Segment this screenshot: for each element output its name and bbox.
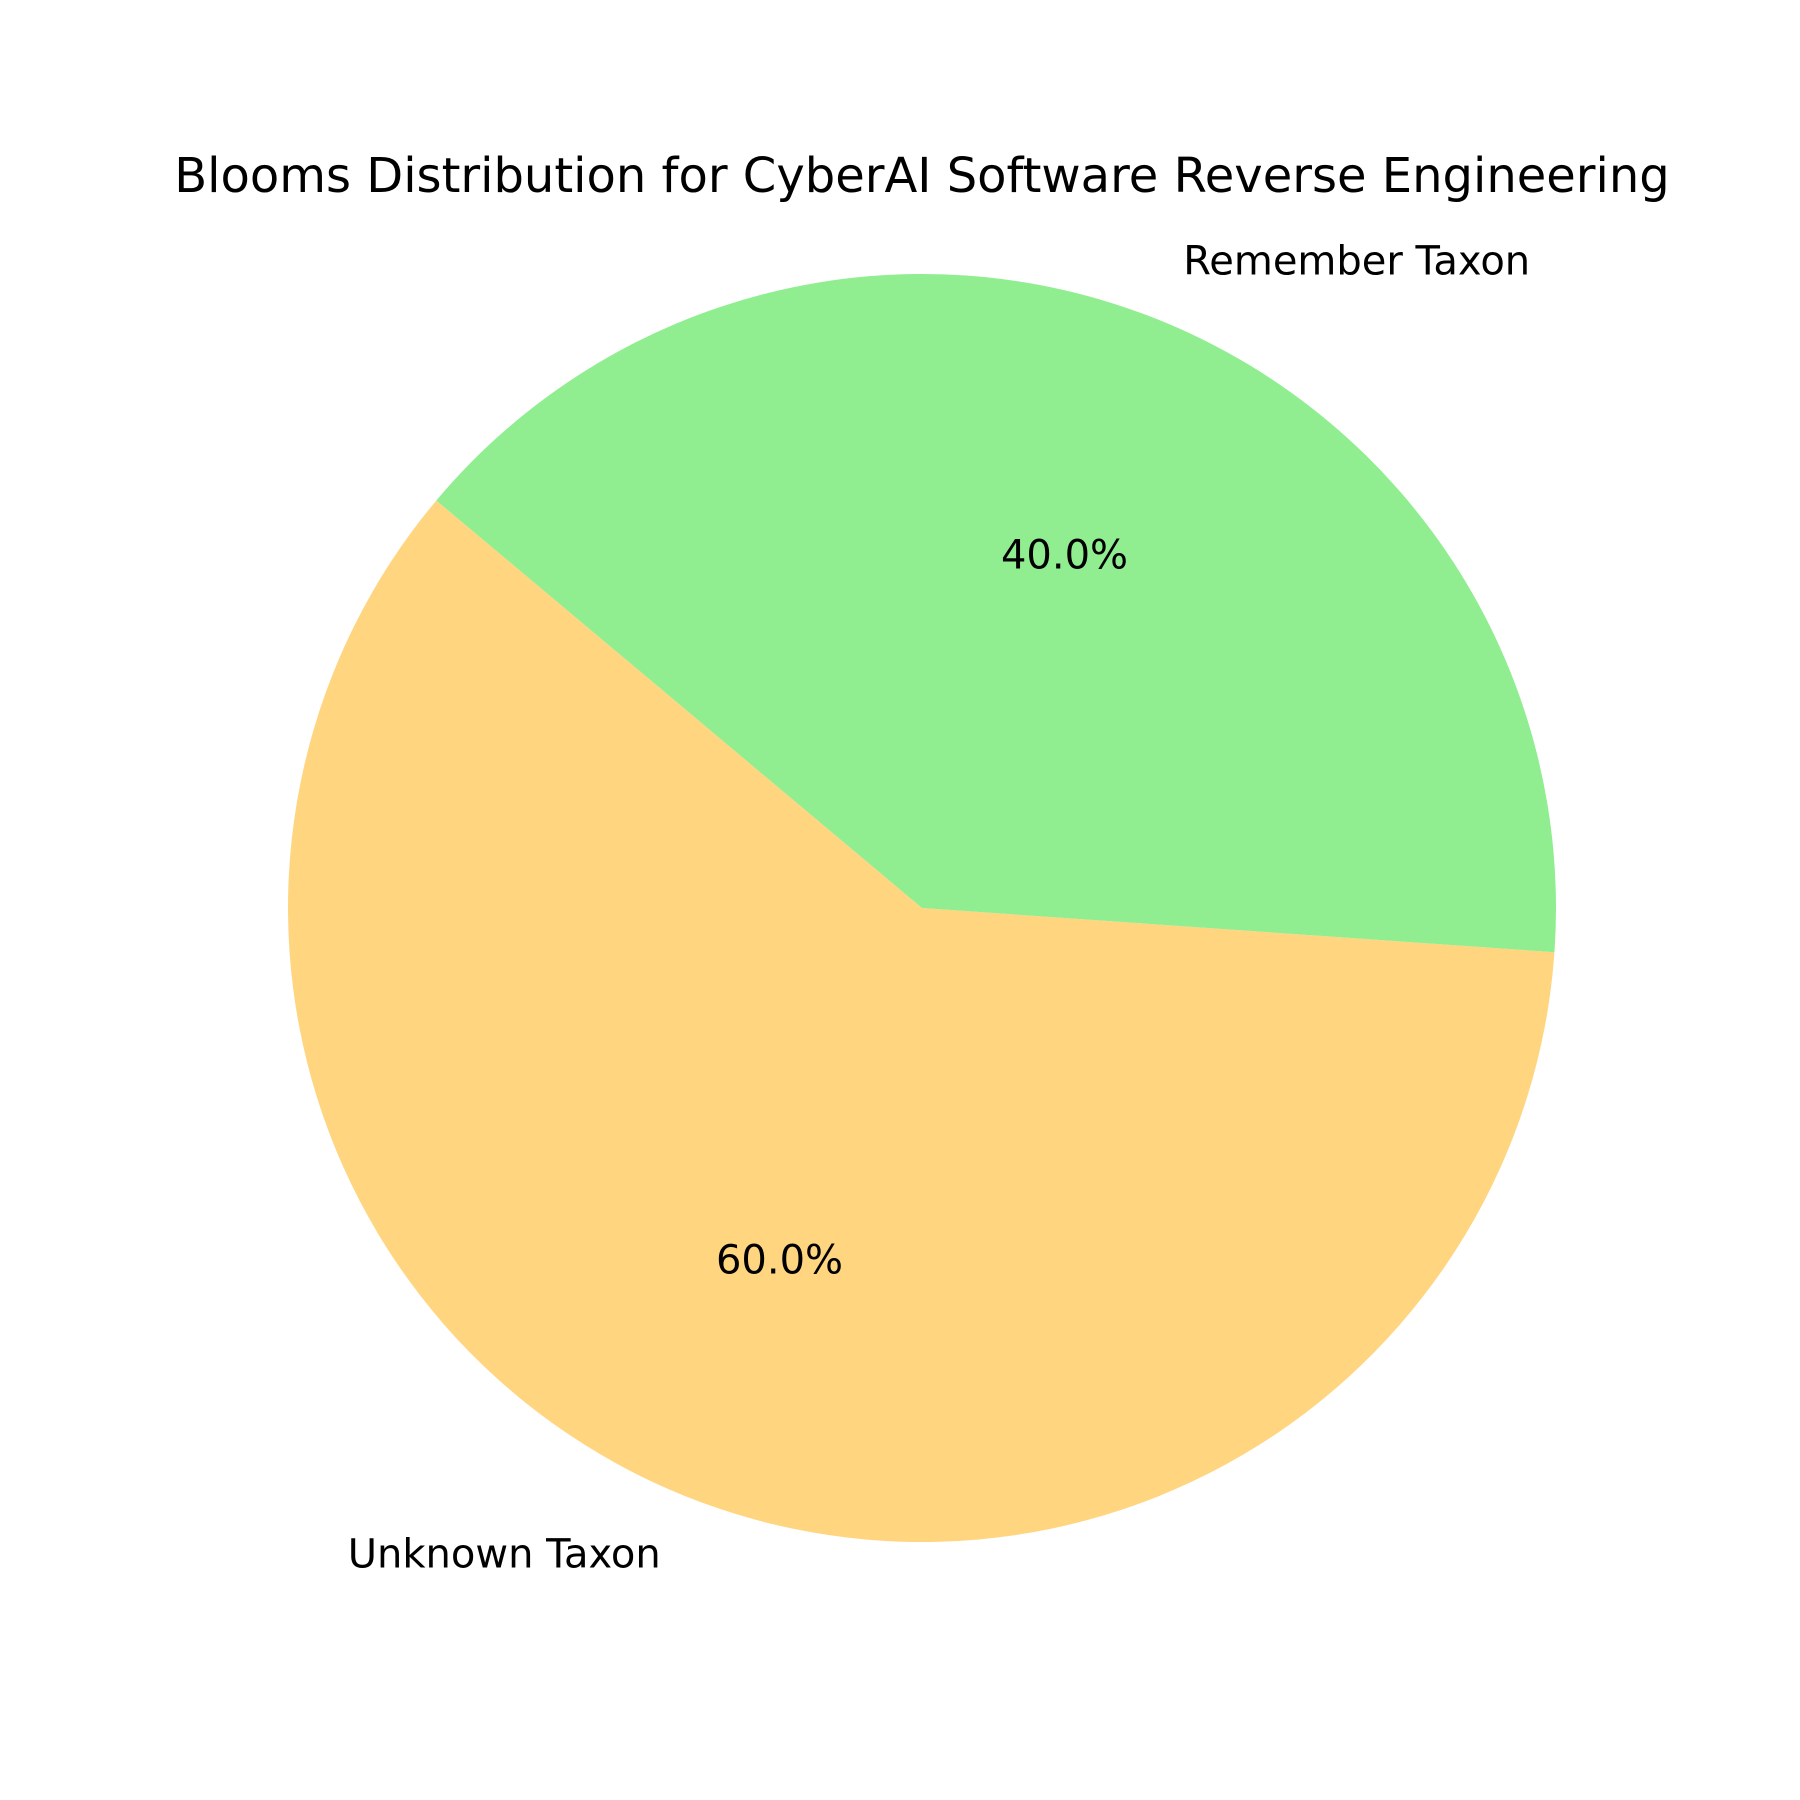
pie-slice-remember-taxon xyxy=(436,274,1556,953)
pie-slice-unknown-taxon xyxy=(288,500,1555,1542)
chart-title: Blooms Distribution for CyberAI Software… xyxy=(174,148,1670,204)
slices-layer xyxy=(288,274,1556,1542)
slice-category-label-remember-taxon: Remember Taxon xyxy=(1183,238,1530,284)
slice-percent-label-remember-taxon: 40.0% xyxy=(1001,532,1128,578)
slice-category-label-unknown-taxon: Unknown Taxon xyxy=(348,1532,661,1578)
slice-percent-label-unknown-taxon: 60.0% xyxy=(716,1238,843,1284)
labels-layer: 60.0% Unknown Taxon 40.0% Remember Taxon xyxy=(348,238,1530,1577)
